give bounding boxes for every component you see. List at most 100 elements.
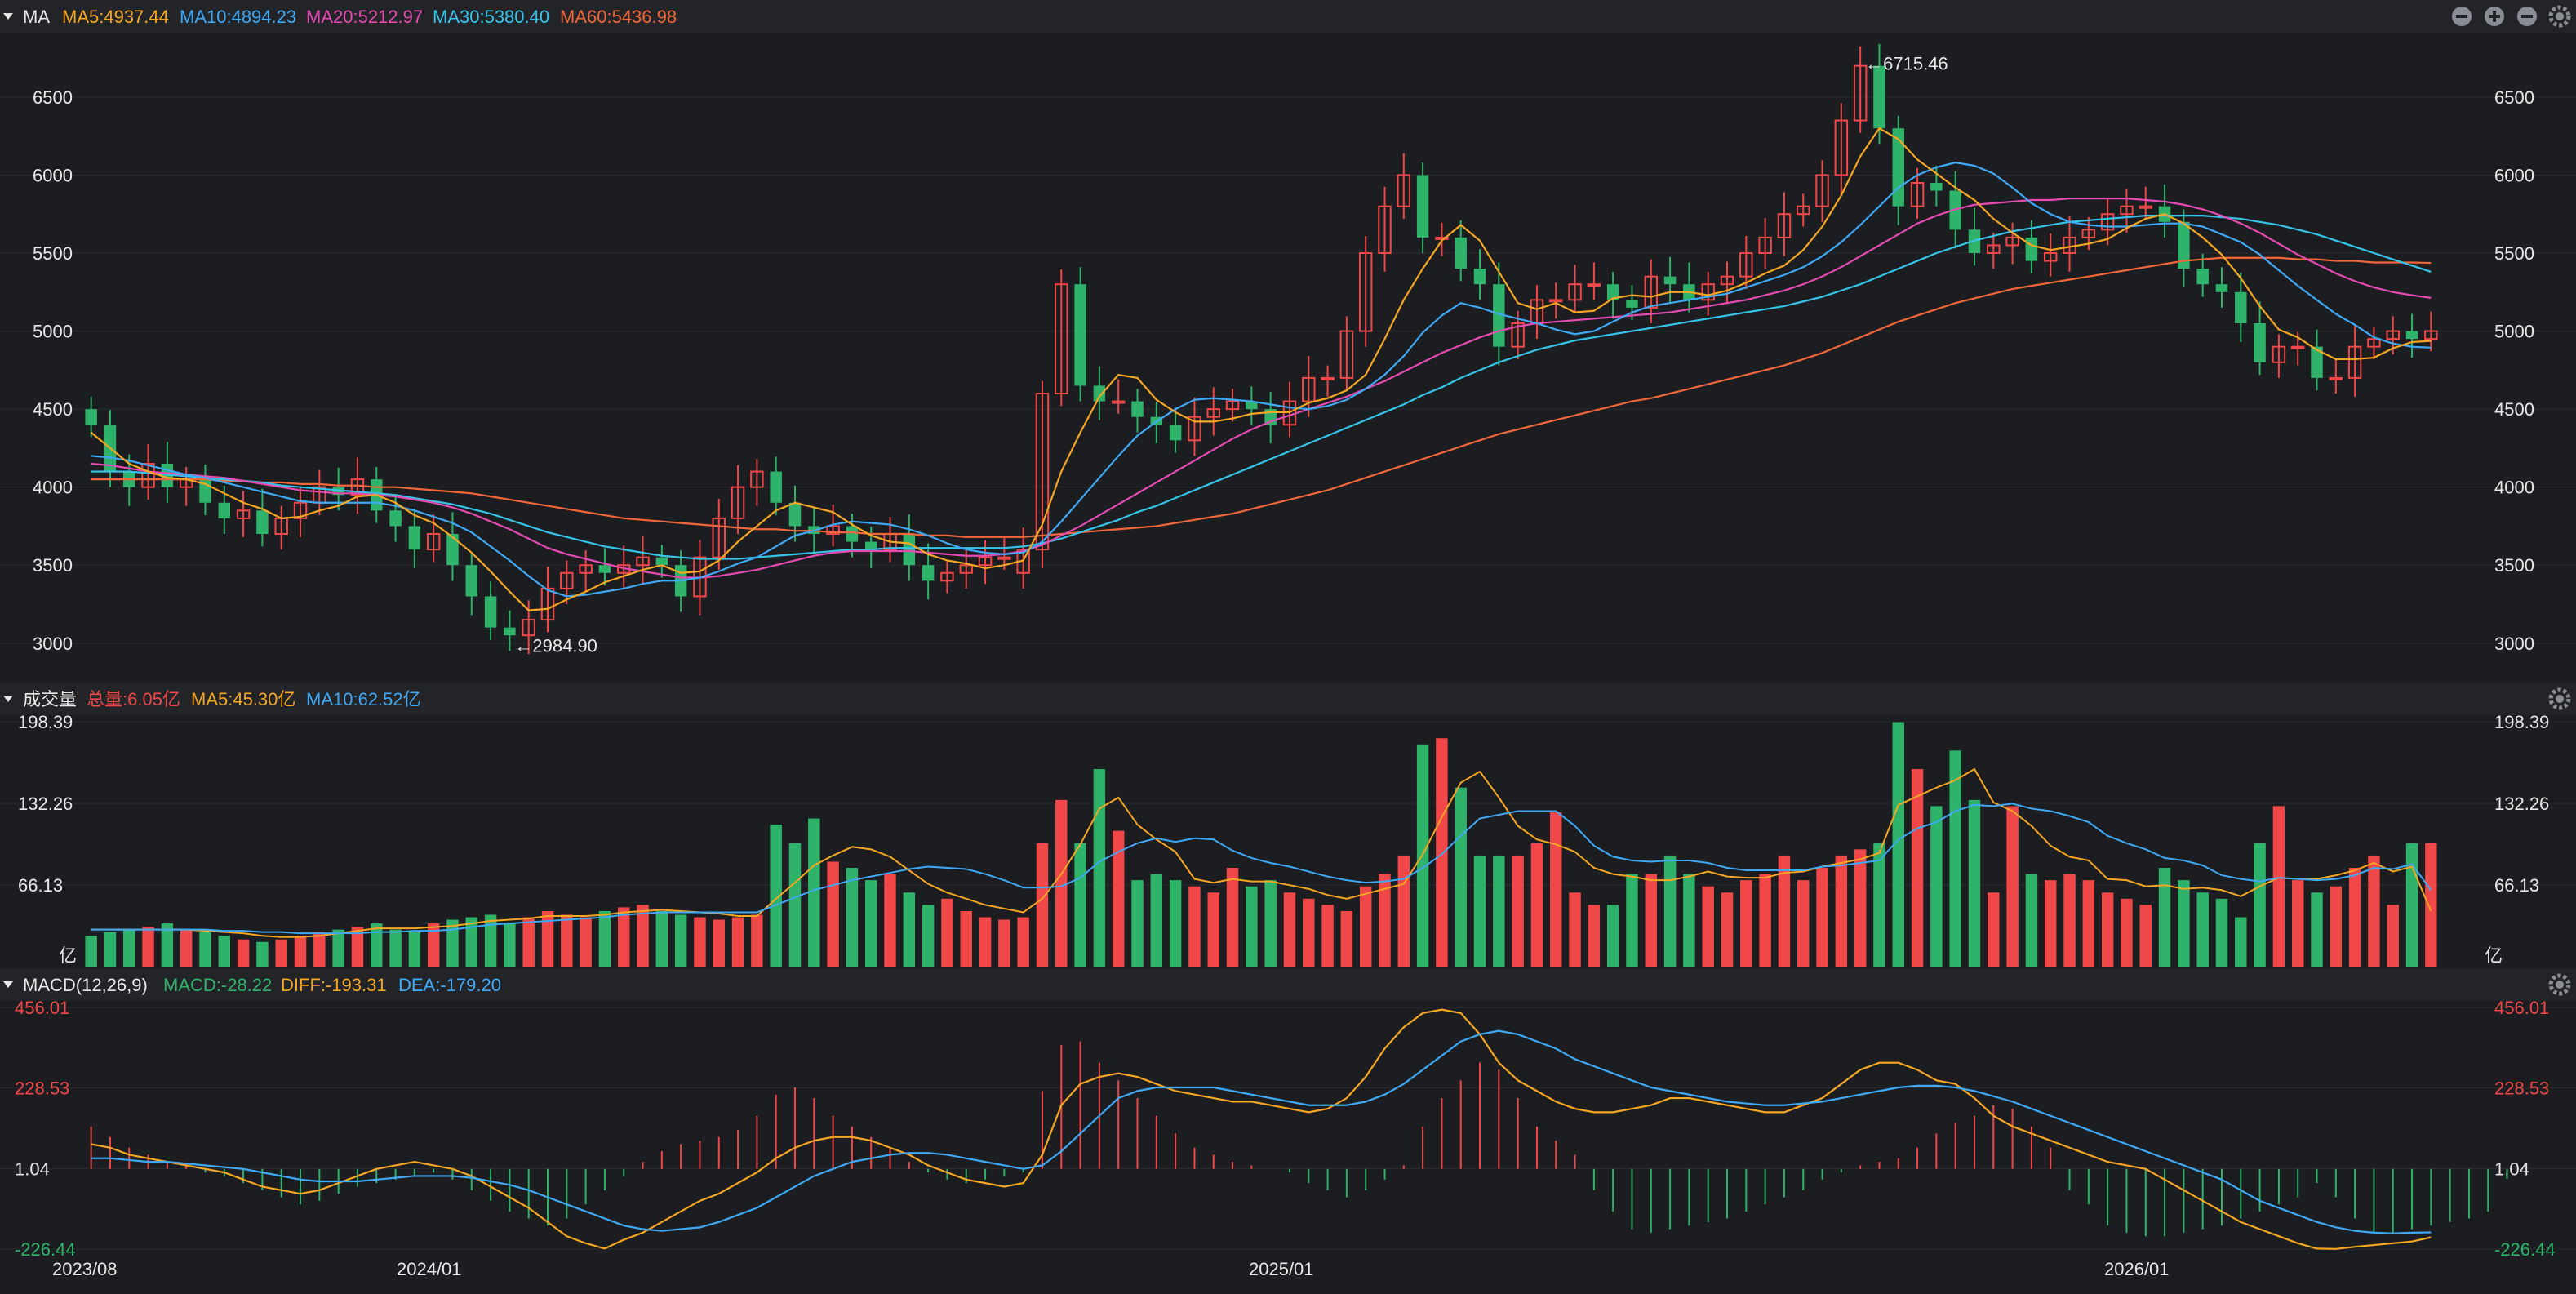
volume-bar bbox=[161, 923, 174, 967]
volume-bar bbox=[979, 917, 992, 967]
volume-bar bbox=[751, 914, 763, 967]
volume-bar bbox=[2368, 855, 2380, 967]
gear-icon[interactable] bbox=[2548, 5, 2571, 28]
candle bbox=[1701, 271, 1715, 316]
candle-body bbox=[446, 534, 459, 566]
candle-body bbox=[2405, 331, 2418, 340]
candle bbox=[1055, 269, 1068, 407]
volume-bar bbox=[1949, 750, 1961, 967]
candle-body bbox=[2386, 330, 2400, 340]
volume-bar bbox=[2139, 905, 2152, 967]
candle bbox=[1074, 267, 1086, 402]
volume-bar bbox=[2063, 874, 2076, 967]
candle-body bbox=[1074, 284, 1086, 386]
price-y-tick-right: 5000 bbox=[2494, 322, 2534, 342]
volume-bar bbox=[2387, 905, 2399, 967]
macd-y-tick-left: 456.01 bbox=[15, 998, 69, 1018]
volume-bar bbox=[1778, 855, 1791, 967]
candle-body bbox=[1035, 393, 1050, 551]
candle-body bbox=[1815, 174, 1829, 207]
x-axis-label-2026-01: 2026/01 bbox=[2104, 1259, 2170, 1279]
candle bbox=[1225, 389, 1240, 422]
candle bbox=[770, 456, 782, 516]
volume-panel-header bbox=[0, 683, 2576, 715]
volume-bar bbox=[1892, 722, 1904, 967]
volume-bar bbox=[598, 910, 611, 967]
candle-body bbox=[85, 409, 97, 425]
price-collapse-icon[interactable] bbox=[3, 13, 13, 20]
volume-bar bbox=[408, 932, 421, 967]
volume-bar bbox=[1816, 868, 1828, 967]
volume-bar bbox=[1683, 874, 1695, 967]
volume-bar bbox=[2006, 806, 2019, 967]
volume-bar bbox=[522, 917, 535, 967]
volume-bar bbox=[637, 905, 649, 967]
candle bbox=[256, 488, 269, 547]
volume-bar bbox=[275, 939, 287, 967]
volume-collapse-icon[interactable] bbox=[3, 696, 13, 702]
candle-body bbox=[1701, 283, 1715, 301]
dea-line bbox=[91, 1029, 2432, 1234]
volume-bar bbox=[427, 923, 440, 967]
price-y-tick-left: 4000 bbox=[33, 478, 73, 498]
candle-body bbox=[560, 571, 574, 589]
volume-bar bbox=[2178, 880, 2190, 967]
price-y-tick-right: 4500 bbox=[2494, 399, 2534, 420]
volume-bar bbox=[2311, 892, 2323, 967]
candle bbox=[2272, 334, 2286, 378]
candle-body bbox=[712, 517, 726, 558]
candle bbox=[2367, 326, 2381, 359]
candle-body bbox=[903, 534, 916, 566]
candle bbox=[2043, 233, 2058, 277]
candle bbox=[1853, 46, 1868, 133]
candle bbox=[1035, 380, 1050, 569]
macd-y-tick-right: 1.04 bbox=[2494, 1158, 2529, 1179]
candle-body bbox=[1111, 400, 1126, 404]
volume-bar bbox=[903, 892, 916, 967]
candle-body bbox=[1131, 401, 1144, 417]
candle-body bbox=[350, 478, 365, 496]
candle-body bbox=[846, 526, 859, 542]
volume-bar bbox=[1721, 892, 1734, 967]
price-panel-title: MA bbox=[23, 7, 50, 27]
volume-bar bbox=[561, 914, 573, 967]
ma30-label: MA30:5380.40 bbox=[433, 7, 549, 27]
candle-body bbox=[1549, 299, 1563, 303]
candle bbox=[1987, 233, 2001, 269]
candle bbox=[1758, 218, 1772, 269]
volume-bar bbox=[2215, 898, 2228, 967]
candle-body bbox=[655, 557, 668, 566]
volume-bar bbox=[332, 929, 344, 967]
candle bbox=[1815, 160, 1829, 222]
candle-body bbox=[1055, 283, 1068, 394]
max-price-marker: ←6715.46 bbox=[1865, 54, 1948, 74]
collapse-panel-icon[interactable] bbox=[2452, 7, 2472, 26]
candle bbox=[2329, 358, 2343, 394]
candle-body bbox=[236, 509, 251, 519]
volume-bar bbox=[1055, 799, 1068, 967]
volume-bar bbox=[2348, 868, 2361, 967]
volume-bar bbox=[1017, 917, 1029, 967]
ma5-line bbox=[90, 127, 2432, 611]
macd-collapse-icon[interactable] bbox=[3, 981, 13, 988]
macd-gear-icon[interactable] bbox=[2548, 973, 2571, 996]
remove-panel-icon[interactable] bbox=[2517, 7, 2537, 26]
add-panel-icon[interactable] bbox=[2485, 7, 2504, 26]
candle bbox=[1206, 387, 1220, 436]
volume-bar bbox=[1264, 880, 1277, 967]
candle bbox=[484, 581, 497, 640]
volume-ma10-line bbox=[91, 803, 2432, 935]
candle bbox=[1435, 222, 1449, 256]
volume-panel-title: 成交量 bbox=[23, 689, 77, 709]
volume-ma10-label: MA10:62.52亿 bbox=[306, 689, 421, 709]
candle-body bbox=[864, 541, 877, 550]
volume-bar bbox=[1112, 830, 1125, 967]
volume-gear-icon[interactable] bbox=[2548, 687, 2571, 710]
volume-bar bbox=[960, 910, 972, 967]
candle-body bbox=[2254, 323, 2266, 362]
candle bbox=[293, 487, 308, 537]
volume-bar bbox=[846, 868, 859, 967]
candle-body bbox=[1397, 174, 1411, 207]
candle bbox=[636, 535, 650, 585]
candle-body bbox=[1834, 119, 1849, 176]
